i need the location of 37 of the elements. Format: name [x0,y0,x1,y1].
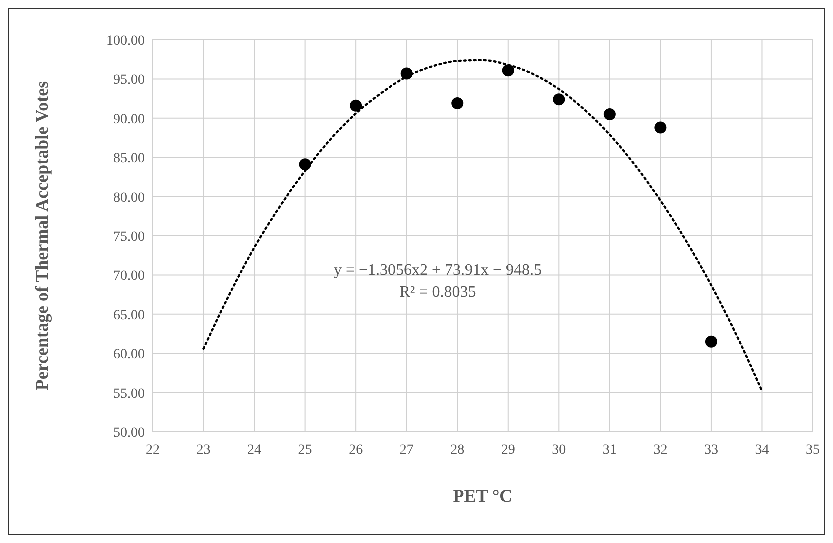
annotation: R² = 0.8035 [400,284,476,302]
x-tick-label: 32 [654,443,668,458]
point [604,108,616,120]
x-tick-label: 27 [400,443,414,458]
y-tick-label: 50.00 [114,426,145,441]
point [553,94,566,106]
point [350,100,362,112]
x-tick-label: 31 [602,443,617,458]
line-series [202,59,764,392]
x-axis-title: PET °C [453,486,513,506]
x-tick-label: 30 [552,443,566,458]
point [654,122,667,134]
x-tick-label: 28 [450,443,465,458]
point [705,336,718,348]
y-axis-title: Percentage of Thermal Acceptable Votes [32,81,52,391]
x-tick-label: 25 [298,443,312,458]
y-tick-label: 100.00 [106,34,145,49]
x-tick-label: 29 [501,443,516,458]
point [502,64,514,77]
x-tick-label: 33 [704,443,718,458]
x-tick-label: 24 [248,443,262,458]
point [452,98,464,110]
x-tick-label: 34 [755,443,770,458]
y-tick-label: 65.00 [114,308,145,324]
y-tick-label: 90.00 [114,112,145,128]
y-tick-label: 85.00 [114,152,145,167]
x-tick-label: 26 [349,443,364,458]
x-tick-label: 23 [196,443,211,458]
y-tick-label: 80.00 [114,190,145,206]
y-tick-label: 75.00 [114,230,145,245]
y-tick-label: 55.00 [114,386,145,402]
x-tick-label: 22 [146,443,160,458]
y-tick-label: 70.00 [114,269,145,284]
y-tick-label: 95.00 [114,73,145,88]
x-tick-label: 35 [806,443,820,458]
annotation: y = −1.3056x2 + 73.91x − 948.5 [334,262,542,280]
y-tick-label: 60.00 [114,348,145,363]
